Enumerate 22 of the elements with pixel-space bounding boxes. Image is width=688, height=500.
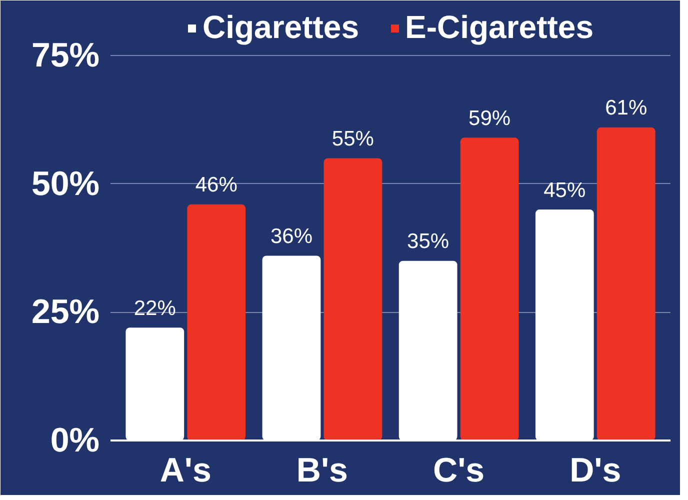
x-tick-label: A's [160,452,212,490]
bar [460,138,519,440]
legend-label: E-Cigarettes [405,9,594,46]
data-label: 55% [332,128,374,150]
data-label: 22% [134,296,176,320]
bar [187,204,246,440]
x-tick-label: B's [296,452,348,490]
y-tick-label: 75% [31,36,100,75]
y-tick-label: 50% [31,164,100,203]
y-tick-label: 25% [31,293,100,332]
data-label: 36% [270,225,312,248]
data-label: 45% [544,178,586,202]
x-tick-label: D's [570,452,622,490]
bar [324,158,382,440]
y-tick-label: 0% [50,422,100,460]
data-label: 46% [195,174,238,197]
legend-label: Cigarettes [202,9,359,46]
data-label: 59% [468,106,511,130]
x-tick-label: C's [433,452,485,490]
bar [596,127,656,440]
data-label: 61% [605,96,648,120]
data-label: 35% [407,230,450,254]
